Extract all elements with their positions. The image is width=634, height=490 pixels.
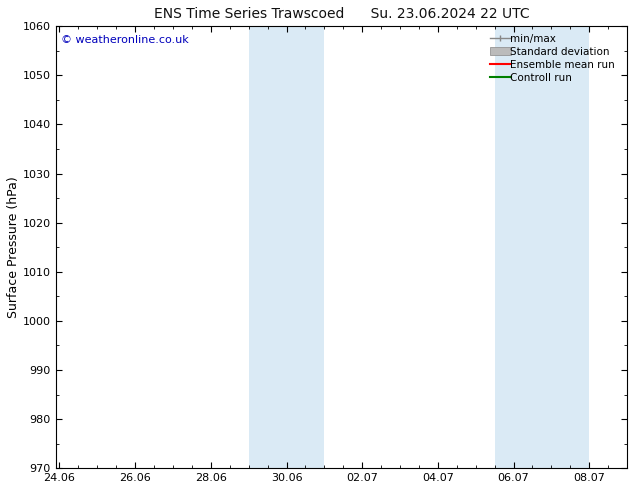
Legend: min/max, Standard deviation, Ensemble mean run, Controll run: min/max, Standard deviation, Ensemble me… bbox=[488, 31, 622, 85]
Text: © weatheronline.co.uk: © weatheronline.co.uk bbox=[61, 35, 189, 45]
Title: ENS Time Series Trawscoed      Su. 23.06.2024 22 UTC: ENS Time Series Trawscoed Su. 23.06.2024… bbox=[153, 7, 529, 21]
Bar bbox=[495, 26, 589, 468]
Bar bbox=[249, 26, 325, 468]
Y-axis label: Surface Pressure (hPa): Surface Pressure (hPa) bbox=[7, 176, 20, 318]
